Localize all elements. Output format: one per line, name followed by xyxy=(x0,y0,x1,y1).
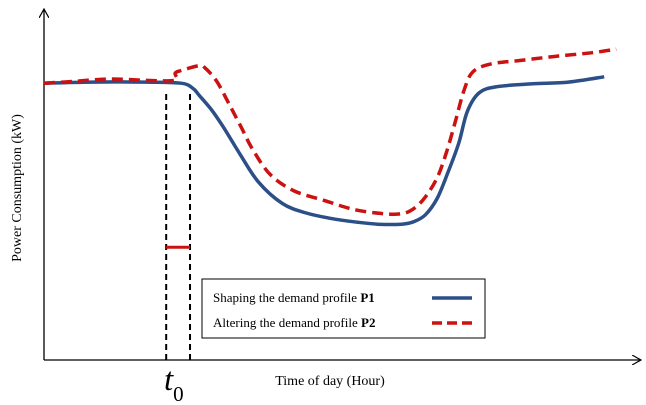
legend-label-p2-text: Altering the demand profile xyxy=(213,315,361,330)
series-line-p1 xyxy=(43,75,605,227)
legend-label-p2-bold: P2 xyxy=(361,315,375,330)
y-axis-label: Power Consumption (kW) xyxy=(10,114,25,262)
series-lines xyxy=(43,47,617,227)
legend-box xyxy=(201,278,486,339)
t0-label-main: t xyxy=(164,362,174,398)
x-axis-label: Time of day (Hour) xyxy=(275,374,385,389)
legend-label-p2: Altering the demand profile P2 xyxy=(213,315,375,330)
legend: Shaping the demand profile P1 Altering t… xyxy=(201,278,486,339)
legend-label-p1-bold: P1 xyxy=(360,290,374,305)
series-line-p2 xyxy=(43,47,617,217)
t0-label-sub: 0 xyxy=(173,382,184,405)
legend-label-p1: Shaping the demand profile P1 xyxy=(213,290,375,305)
marker-lines xyxy=(165,90,192,360)
legend-label-p1-text: Shaping the demand profile xyxy=(213,290,360,305)
t0-label: t0 xyxy=(164,362,184,405)
